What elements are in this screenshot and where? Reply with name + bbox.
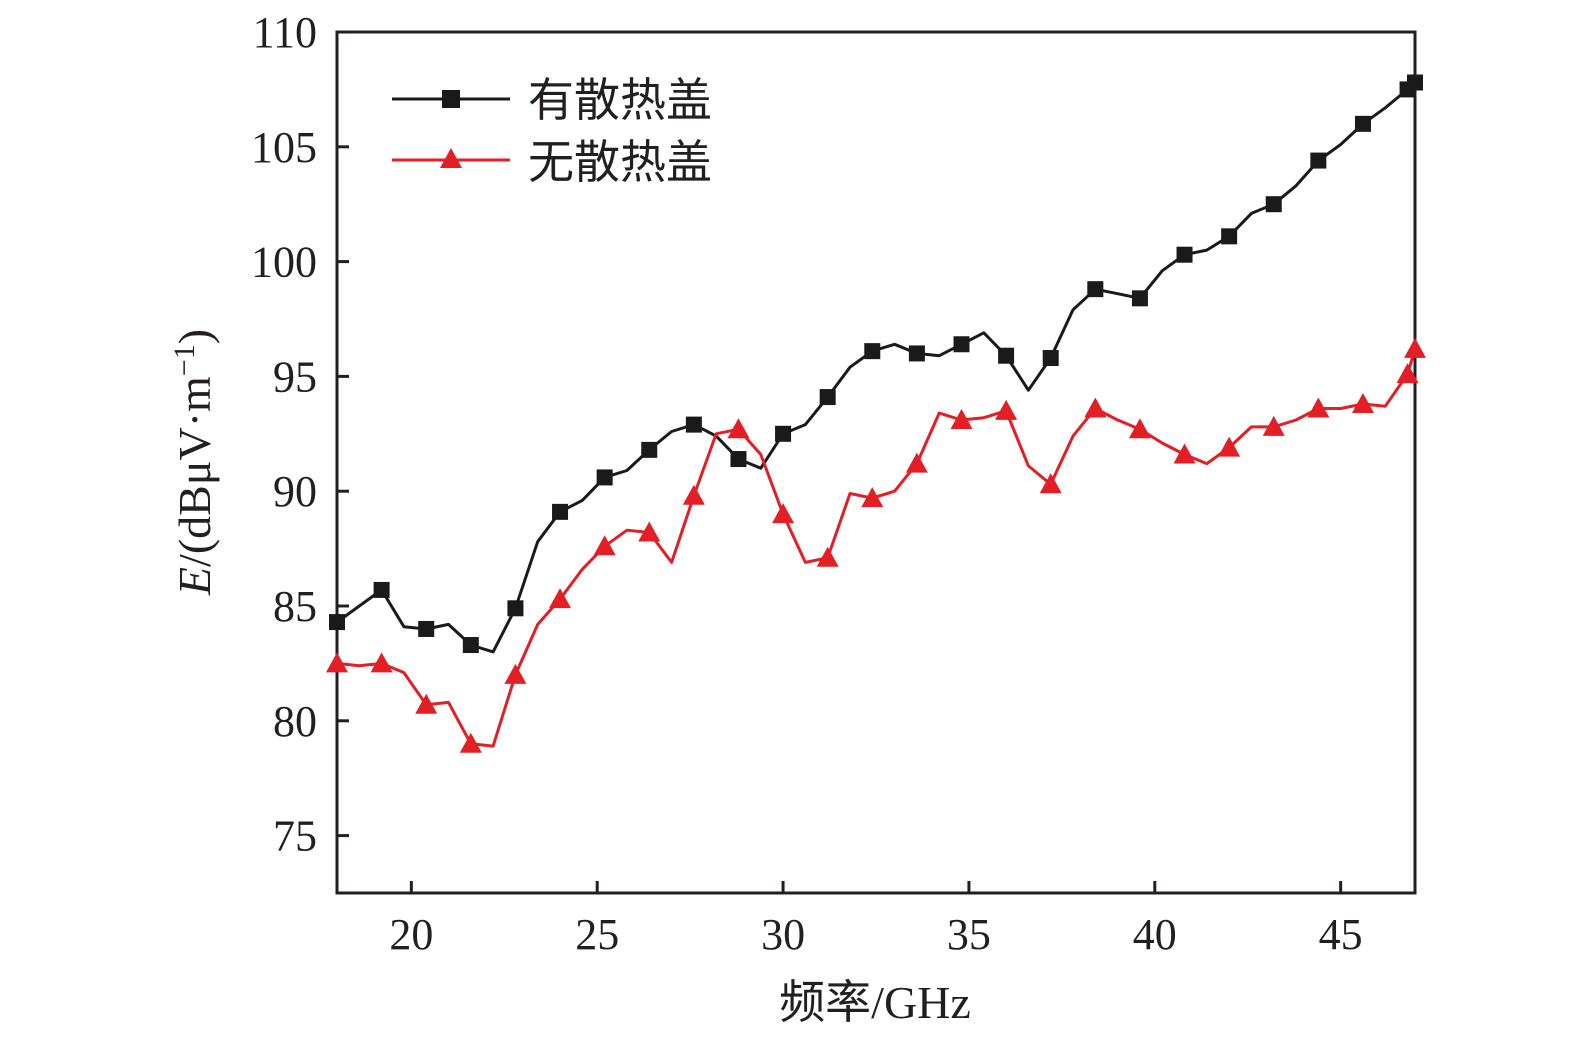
data-point-square xyxy=(864,343,881,360)
data-point-square xyxy=(1087,281,1104,298)
data-point-triangle xyxy=(1084,397,1107,418)
legend-marker-square xyxy=(442,90,460,108)
data-point-triangle xyxy=(504,663,527,684)
data-point-triangle xyxy=(861,487,884,508)
data-point-triangle xyxy=(593,535,616,556)
data-point-square xyxy=(507,600,524,617)
data-point-square xyxy=(462,637,479,654)
data-point-triangle xyxy=(1307,397,1330,418)
data-point-triangle xyxy=(816,546,839,567)
data-point-triangle xyxy=(772,503,795,524)
data-point-square xyxy=(373,581,390,598)
data-point-triangle xyxy=(682,484,705,505)
data-point-triangle xyxy=(1351,392,1374,413)
data-point-square xyxy=(1221,228,1238,245)
legend-marker-triangle xyxy=(440,148,462,168)
y-tick-label: 75 xyxy=(273,812,317,861)
x-tick-label: 30 xyxy=(761,910,805,959)
data-point-square xyxy=(775,425,792,442)
y-tick-label: 105 xyxy=(251,123,317,172)
data-point-triangle xyxy=(1128,418,1151,439)
data-point-triangle xyxy=(727,418,750,439)
data-point-square xyxy=(953,336,970,353)
data-point-square xyxy=(418,620,435,637)
legend-label-without-cover: 无散热盖 xyxy=(528,137,712,188)
data-point-triangle xyxy=(1218,436,1241,457)
data-point-triangle xyxy=(1404,337,1426,358)
series-group xyxy=(326,74,1426,753)
y-axis-title-unit: /(dBμV·m xyxy=(169,376,220,567)
y-axis-title-close: ) xyxy=(169,329,220,344)
series-line xyxy=(336,81,1417,654)
data-point-square xyxy=(998,347,1015,364)
y-axis-title-exponent: −1 xyxy=(168,344,201,376)
data-point-square xyxy=(1265,196,1282,213)
plot-frame xyxy=(335,30,1417,895)
y-tick-label: 110 xyxy=(253,8,317,57)
data-point-triangle xyxy=(370,652,393,673)
data-point-square xyxy=(1407,74,1423,91)
data-point-square xyxy=(1131,290,1148,307)
data-point-triangle xyxy=(995,399,1018,420)
data-point-triangle xyxy=(1262,415,1285,436)
data-point-triangle xyxy=(326,652,348,673)
data-point-square xyxy=(552,503,569,520)
x-tick-label: 35 xyxy=(947,910,991,959)
data-point-triangle xyxy=(459,732,482,753)
y-axis-title-symbol: E xyxy=(169,567,220,596)
legend-entry-with-cover: 有散热盖 xyxy=(392,75,712,126)
data-point-triangle xyxy=(638,521,661,542)
x-tick-label: 40 xyxy=(1133,910,1177,959)
legend-label-with-cover: 有散热盖 xyxy=(528,75,712,126)
data-point-square xyxy=(819,389,836,406)
legend: 有散热盖 无散热盖 xyxy=(392,75,712,188)
data-point-square xyxy=(641,441,658,458)
y-tick-label: 100 xyxy=(251,238,317,287)
data-point-triangle xyxy=(1396,363,1419,384)
y-tick-label: 80 xyxy=(273,697,317,746)
series-with-cover xyxy=(329,74,1423,654)
data-point-triangle xyxy=(415,693,438,714)
x-tick-label: 20 xyxy=(389,910,433,959)
data-point-square xyxy=(908,345,925,362)
data-point-square xyxy=(1354,115,1371,132)
plot-area xyxy=(335,30,1417,895)
data-point-square xyxy=(596,469,613,486)
data-point-triangle xyxy=(549,588,572,609)
x-axis-title: 频率/GHz xyxy=(779,977,971,1028)
legend-entry-without-cover: 无散热盖 xyxy=(392,137,712,188)
data-point-square xyxy=(1042,350,1059,367)
data-point-triangle xyxy=(950,409,973,430)
data-point-square xyxy=(730,451,747,468)
y-axis-title: E/(dBμV·m−1) xyxy=(168,329,221,596)
y-tick-label: 90 xyxy=(273,467,317,516)
data-point-triangle xyxy=(1039,473,1062,494)
series-line xyxy=(336,348,1417,748)
y-tick-label: 85 xyxy=(273,582,317,631)
y-tick-label: 95 xyxy=(273,352,317,401)
data-point-triangle xyxy=(1173,443,1196,464)
data-point-square xyxy=(329,614,345,631)
data-point-triangle xyxy=(905,452,928,473)
data-point-square xyxy=(685,416,702,433)
data-point-square xyxy=(1310,152,1327,169)
x-tick-label: 45 xyxy=(1319,910,1363,959)
x-tick-label: 25 xyxy=(575,910,619,959)
data-point-square xyxy=(1176,246,1193,263)
axes-group: 75 80 85 90 95 100 105 110 20 25 30 35 40 45 xyxy=(251,8,1363,959)
series-without-cover xyxy=(326,337,1426,753)
